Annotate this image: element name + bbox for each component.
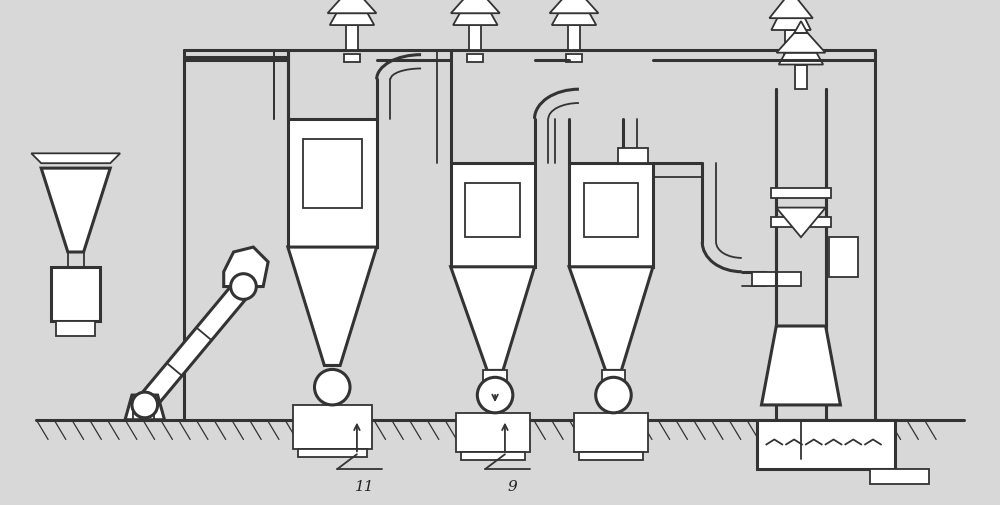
Bar	[602, 371, 625, 384]
Polygon shape	[330, 14, 374, 26]
Polygon shape	[779, 54, 823, 65]
Bar	[752, 272, 801, 286]
Bar	[568, 26, 580, 50]
Polygon shape	[328, 0, 376, 14]
Bar	[757, 420, 895, 469]
Bar	[56, 322, 95, 336]
Bar	[618, 149, 648, 164]
Bar	[451, 164, 535, 267]
Polygon shape	[777, 34, 825, 54]
Bar	[829, 238, 858, 277]
Bar	[344, 55, 360, 63]
Bar	[346, 26, 358, 50]
Text: 9: 9	[508, 479, 518, 493]
Bar	[771, 188, 831, 198]
Polygon shape	[451, 267, 535, 371]
Polygon shape	[224, 247, 268, 287]
Polygon shape	[769, 0, 813, 19]
Bar	[456, 413, 530, 452]
Bar	[795, 65, 807, 90]
Polygon shape	[550, 0, 598, 14]
Polygon shape	[451, 0, 500, 14]
Polygon shape	[125, 395, 165, 420]
Circle shape	[477, 378, 513, 413]
Polygon shape	[776, 208, 826, 238]
Bar	[461, 452, 525, 460]
Bar	[870, 469, 929, 484]
Polygon shape	[771, 19, 811, 31]
Bar	[579, 452, 643, 460]
Polygon shape	[552, 14, 596, 26]
Bar	[584, 183, 638, 238]
Bar	[467, 55, 483, 63]
Bar	[574, 413, 648, 452]
Circle shape	[596, 378, 631, 413]
Bar	[288, 120, 377, 247]
Polygon shape	[761, 326, 840, 405]
Bar	[784, 55, 798, 63]
Bar	[298, 449, 367, 458]
Bar	[785, 31, 797, 50]
Polygon shape	[453, 14, 498, 26]
Bar	[303, 139, 362, 208]
Polygon shape	[569, 267, 653, 371]
Polygon shape	[288, 247, 377, 366]
Circle shape	[314, 370, 350, 405]
Bar	[469, 26, 481, 50]
Text: 11: 11	[355, 479, 375, 493]
Polygon shape	[41, 169, 110, 252]
Bar	[483, 371, 507, 384]
Polygon shape	[31, 154, 120, 164]
Bar	[771, 218, 831, 228]
Circle shape	[132, 392, 158, 418]
Polygon shape	[794, 22, 808, 34]
Bar	[569, 164, 653, 267]
Bar	[465, 183, 520, 238]
Circle shape	[231, 274, 256, 300]
Bar	[293, 405, 372, 449]
Bar	[566, 55, 582, 63]
Polygon shape	[137, 281, 251, 412]
Bar	[51, 267, 100, 322]
